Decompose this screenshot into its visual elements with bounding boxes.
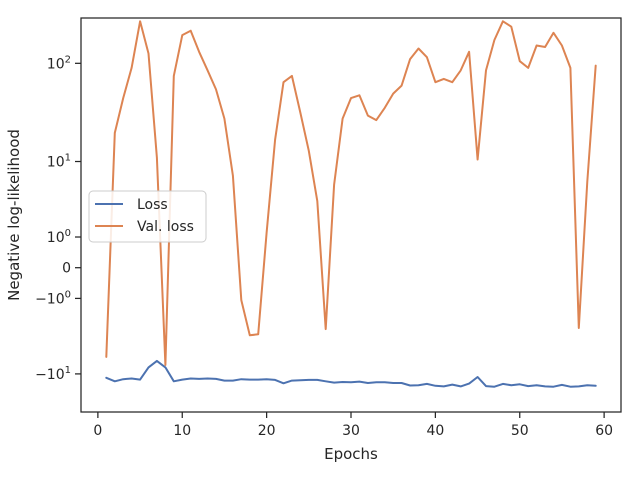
y-tick-label: 0 <box>62 261 71 277</box>
legend-label: Val. loss <box>137 219 194 235</box>
x-tick-label: 0 <box>93 423 102 439</box>
series-line-loss <box>105 359 597 388</box>
x-axis-label: Epochs <box>324 445 378 463</box>
legend: Loss Val. loss <box>88 190 207 243</box>
x-tick-label: 50 <box>511 423 529 439</box>
x-tick-label: 10 <box>173 423 191 439</box>
x-tick-label: 60 <box>595 423 613 439</box>
x-axis: 0 10 20 30 40 50 60 <box>93 412 613 439</box>
x-tick-label: 40 <box>426 423 444 439</box>
x-tick-label: 20 <box>258 423 276 439</box>
series-layer <box>105 20 597 388</box>
legend-label: Loss <box>137 197 168 213</box>
y-axis-label: Negative log-likelihood <box>5 129 23 301</box>
series-line-val-loss <box>105 20 597 366</box>
y-tick-label: −101 <box>35 365 71 383</box>
x-tick-label: 30 <box>342 423 360 439</box>
y-tick-label: −100 <box>35 289 71 307</box>
